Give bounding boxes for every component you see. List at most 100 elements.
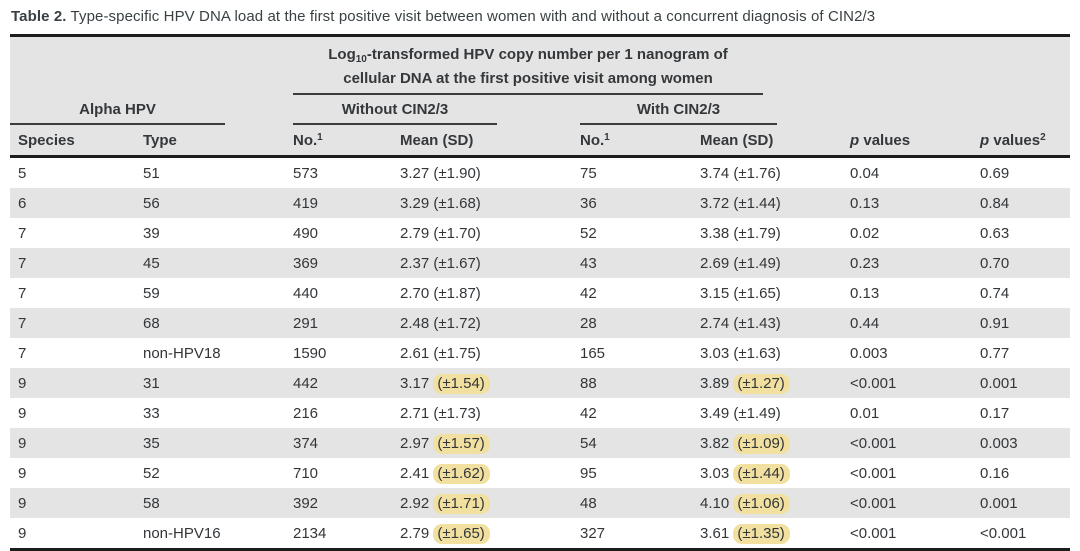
mean-value: 3.03 [700,344,734,362]
mean-value: 2.92 [400,494,434,512]
mean-value: 3.72 [700,194,734,212]
cell-no-without: 573 [293,164,319,182]
cell-no-with: 95 [580,464,597,482]
cell-mean-without: 2.92 (±1.71) [400,488,580,518]
cell-mean-without: 3.29 (±1.68) [400,188,580,218]
sd-value: (±1.87) [433,284,481,302]
cell-no-with: 36 [580,194,597,212]
cell-mean-with: 2.74 (±1.43) [700,308,850,338]
cell-mean-without: 3.27 (±1.90) [400,157,580,189]
cell-species: 7 [18,224,27,242]
cell-no-without: 291 [293,314,319,332]
mean-value: 3.15 [700,284,734,302]
mean-value: 2.79 [400,224,434,242]
cell-no-without: 216 [293,404,319,422]
cell-mean-without: 2.41 (±1.62) [400,458,580,488]
cell-type: 33 [143,404,160,422]
cell-p-value-2: 0.74 [980,284,1010,302]
cell-type: 58 [143,494,160,512]
cell-no-with: 28 [580,314,597,332]
cell-no-without: 440 [293,284,319,302]
mean-value: 2.61 [400,344,434,362]
sd-value-highlighted: (±1.71) [433,493,490,514]
cell-p-value: 0.003 [850,344,888,362]
cell-no-with: 88 [580,374,597,392]
cell-no-without: 369 [293,254,319,272]
cell-no-without: 419 [293,194,319,212]
sd-value: (±1.67) [433,254,481,272]
header-row-spanning: Log10-transformed HPV copy number per 1 … [10,34,1071,95]
cell-species: 7 [18,284,27,302]
cell-mean-with: 3.38 (±1.79) [700,218,850,248]
cell-p-value-2: 0.17 [980,404,1010,422]
sd-value: (±1.49) [733,254,781,272]
sd-value: (±1.90) [433,164,481,182]
cell-p-value-2: 0.001 [980,374,1018,392]
cell-p-value: <0.001 [850,374,897,392]
sd-value: (±1.76) [733,164,781,182]
cell-no-without: 374 [293,434,319,452]
table-row: 9 31 442 3.17 (±1.54) 88 3.89 (±1.27) <0.001 0.… [10,368,1071,398]
mean-value: 2.74 [700,314,734,332]
table-row: 9 33 216 2.71 (±1.73) 42 3.49 (±1.49) 0.01 0.17 [10,398,1070,428]
cell-p-value-2: 0.001 [980,494,1018,512]
cell-p-value: 0.01 [850,404,880,422]
sd-value: (±1.65) [733,284,781,302]
table-row: 9 35 374 2.97 (±1.57) 54 3.82 (±1.09) <0.001 0.… [10,428,1071,458]
table-row: 6 56 419 3.29 (±1.68) 36 3.72 (±1.44) 0.13 0.84 [10,188,1071,218]
sd-value-highlighted: (±1.09) [733,433,790,454]
table-row: 7 68 291 2.48 (±1.72) 28 2.74 (±1.43) 0.44 0.91 [10,308,1071,338]
col-header-mean-without: Mean (SD) [400,125,580,158]
cell-p-value-2: 0.003 [980,434,1018,452]
sd-value-highlighted: (±1.27) [733,373,790,394]
cell-p-value: <0.001 [850,494,897,512]
cell-type: 52 [143,464,160,482]
cell-p-value-2: <0.001 [980,518,1071,551]
cell-mean-without: 2.48 (±1.72) [400,308,580,338]
cell-mean-with: 2.69 (±1.49) [700,248,850,278]
cell-mean-with: 3.74 (±1.76) [700,157,850,189]
col-header-p-values: p values [850,125,981,158]
table-title: Table 2. Type-specific HPV DNA load at t… [11,7,1070,27]
mean-value: 2.79 [400,524,434,542]
sd-value-highlighted: (±1.57) [433,433,490,454]
table-title-text: Type-specific HPV DNA load at the first … [70,8,876,25]
sd-value: (±1.70) [433,224,481,242]
sd-value-highlighted: (±1.65) [433,523,490,544]
cell-type: 31 [143,374,160,392]
group-alpha-hpv: Alpha HPV [10,95,293,125]
cell-p-value: 0.13 [850,284,880,302]
group-without-cin-label: Without CIN2/3 [293,95,497,125]
col-header-no-with: No.1 [580,125,700,158]
cell-no-with: 42 [580,404,597,422]
sd-value-highlighted: (±1.62) [433,463,490,484]
cell-no-with: 43 [580,254,597,272]
col-header-p-values-2: p values2 [980,125,1071,158]
group-with-cin: With CIN2/3 [580,95,851,125]
cell-p-value: <0.001 [850,464,897,482]
cell-type: non-HPV18 [143,344,221,362]
cell-p-value: <0.001 [850,434,897,452]
mean-value: 3.17 [400,374,434,392]
cell-mean-with: 3.89 (±1.27) [700,368,850,398]
cell-no-with: 52 [580,224,597,242]
cell-mean-with: 3.03 (±1.63) [700,338,850,368]
mean-value: 3.49 [700,404,734,422]
cell-species: 9 [18,404,27,422]
cell-type: 51 [143,164,160,182]
cell-species: 9 [18,374,27,392]
cell-type: 45 [143,254,160,272]
cell-p-value-2: 0.77 [980,344,1010,362]
cell-no-without: 710 [293,464,319,482]
cell-type: 68 [143,314,160,332]
cell-no-without: 392 [293,494,319,512]
cell-no-with: 54 [580,434,597,452]
cell-no-with: 327 [580,518,700,551]
cell-no-with: 48 [580,494,597,512]
mean-value: 3.61 [700,524,734,542]
cell-species: 7 [18,254,27,272]
header-row-groups: Alpha HPV Without CIN2/3 With CIN2/3 [10,95,1071,125]
cell-mean-without: 2.79 (±1.70) [400,218,580,248]
sd-value: (±1.75) [433,344,481,362]
